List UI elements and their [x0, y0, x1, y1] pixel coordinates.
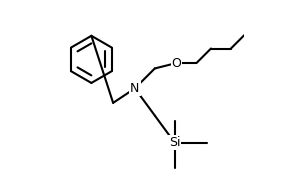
Text: O: O	[172, 56, 181, 70]
Text: N: N	[130, 82, 140, 95]
Text: Si: Si	[169, 136, 181, 149]
